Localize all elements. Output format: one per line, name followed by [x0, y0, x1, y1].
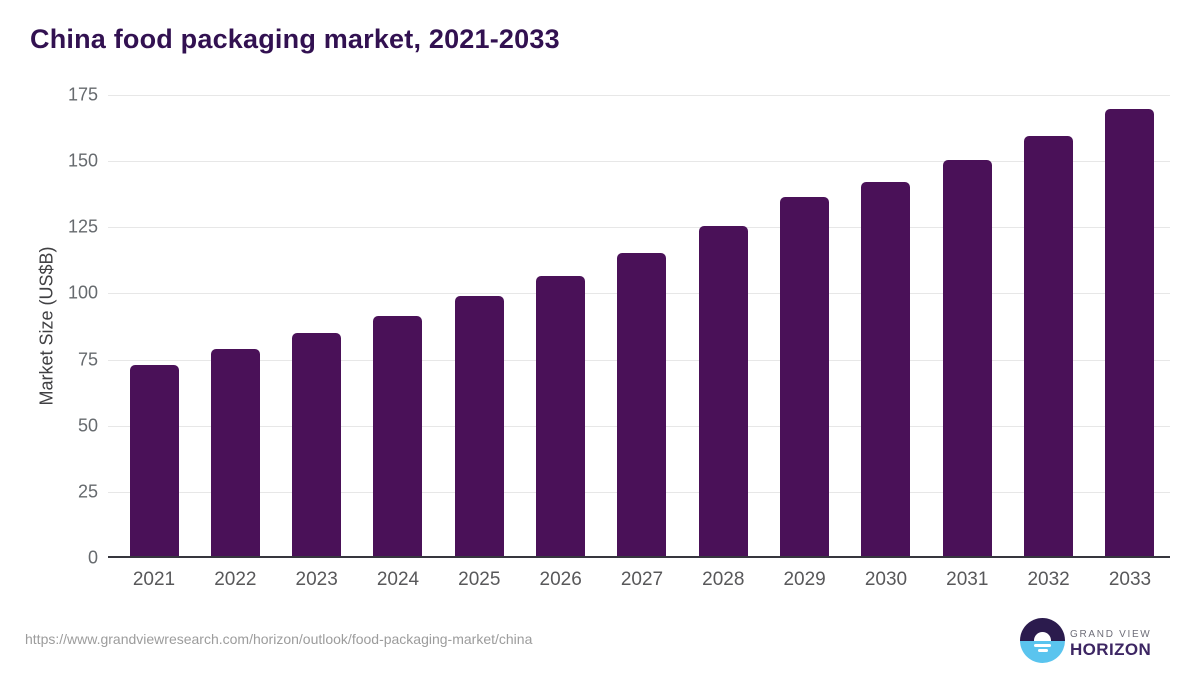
- horizon-logo-icon: [1020, 618, 1065, 663]
- y-tick-label-75: 75: [77, 349, 98, 370]
- x-tick-label-2024: 2024: [376, 569, 420, 590]
- y-tick-label-0: 0: [87, 547, 98, 568]
- y-tick-label-175: 175: [67, 84, 98, 105]
- bar-2026[interactable]: [536, 275, 586, 556]
- y-axis-title: Market Size (US$B): [36, 246, 57, 406]
- x-tick-label-2026: 2026: [539, 569, 582, 590]
- bar-2029[interactable]: [780, 196, 830, 556]
- gridline-175: [108, 95, 1170, 96]
- y-tick-label-150: 150: [67, 150, 98, 171]
- logo-brand-name: GRAND VIEW: [1070, 629, 1152, 640]
- x-tick-label-2030: 2030: [864, 569, 908, 590]
- logo-icon-top-half: [1020, 618, 1065, 641]
- plot-area: 0 25 50 75 100 125 150 175 2021 2022 2023 2024 2025 2…: [68, 85, 1170, 590]
- x-tick-label-2031: 2031: [946, 569, 989, 590]
- y-tick-label-50: 50: [77, 415, 98, 436]
- x-tick-label-2032: 2032: [1027, 569, 1070, 590]
- bar-2028[interactable]: [698, 225, 748, 556]
- logo-reflection-line-2: [1037, 649, 1048, 652]
- bar-2022[interactable]: [210, 348, 260, 556]
- chart-title: China food packaging market, 2021-2033: [30, 24, 560, 54]
- logo-sun-dome: [1034, 631, 1051, 641]
- y-tick-label-25: 25: [77, 481, 98, 502]
- source-url: https://www.grandviewresearch.com/horizo…: [25, 631, 533, 647]
- bar-2031[interactable]: [942, 159, 992, 556]
- bar-2030[interactable]: [861, 182, 911, 556]
- x-tick-label-2029: 2029: [783, 569, 826, 590]
- bar-2027[interactable]: [617, 252, 667, 556]
- logo-reflection-line-1: [1034, 643, 1051, 647]
- logo-product-name: HORIZON: [1070, 640, 1152, 659]
- x-tick-label-2022: 2022: [214, 569, 257, 590]
- x-tick-label-2027: 2027: [620, 569, 664, 590]
- bar-2032[interactable]: [1024, 135, 1074, 556]
- bar-2021[interactable]: [129, 364, 179, 556]
- grand-view-horizon-logo: GRAND VIEW HORIZON: [1020, 618, 1200, 664]
- gridline-125: [108, 227, 1170, 229]
- y-tick-label-125: 125: [67, 216, 98, 237]
- bar-2023[interactable]: [292, 332, 342, 556]
- x-tick-label-2033: 2033: [1108, 569, 1152, 590]
- gridline-150: [108, 161, 1170, 163]
- bar-2033[interactable]: [1105, 109, 1155, 556]
- x-tick-label-2028: 2028: [702, 569, 745, 590]
- bar-2024[interactable]: [373, 316, 423, 556]
- y-tick-label-100: 100: [67, 282, 98, 303]
- x-tick-label-2023: 2023: [295, 569, 338, 590]
- bar-2025[interactable]: [454, 296, 504, 556]
- x-tick-label-2021: 2021: [132, 569, 176, 590]
- x-tick-label-2025: 2025: [458, 569, 501, 590]
